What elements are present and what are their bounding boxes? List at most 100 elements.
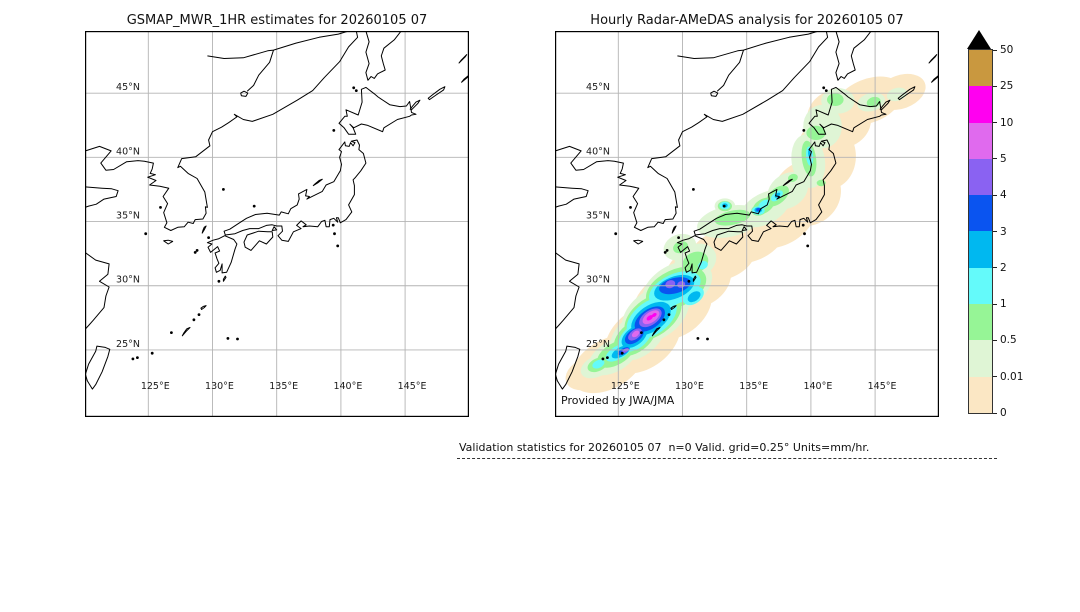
- colorbar-over-triangle: [967, 30, 991, 49]
- colorbar-stack: [968, 49, 993, 414]
- map-svg: 45°N 40°N 35°N 30°N 25°N 125°E 130°E 135°E 140°E…: [555, 31, 939, 417]
- island-dot: [144, 232, 148, 236]
- colorbar-tick-label: 0.5: [1000, 334, 1017, 347]
- island-dot: [696, 337, 700, 340]
- tick-labels: 45°N 40°N 35°N 30°N 25°N 125°E 130°E 135°E 140°E…: [116, 82, 426, 392]
- coastline: [555, 251, 580, 330]
- coastline: [207, 31, 349, 59]
- coastline: [246, 49, 274, 92]
- island-dot: [665, 249, 669, 252]
- island-dot: [803, 232, 806, 236]
- coastline: [206, 235, 238, 274]
- lat-tick-label: 30°N: [586, 275, 610, 286]
- island-dot: [252, 204, 256, 208]
- map-border: [555, 31, 939, 417]
- island-dot: [601, 357, 605, 361]
- lon-tick-label: 140°E: [333, 381, 362, 392]
- island-dot: [706, 337, 709, 341]
- lon-tick-label: 135°E: [269, 381, 298, 392]
- island-dot: [692, 188, 695, 191]
- colorbar-tick-label: 5: [1000, 152, 1007, 165]
- island-dot: [207, 236, 210, 240]
- coastline: [879, 99, 891, 111]
- precip-cell: [651, 312, 657, 318]
- colorbar-tick: [993, 49, 997, 51]
- graticule: [85, 31, 469, 417]
- precip-cell: [687, 291, 701, 303]
- island-dot: [136, 356, 139, 359]
- colorbar-segment: [969, 50, 992, 87]
- island-dot: [332, 129, 336, 132]
- lat-tick-label: 25°N: [116, 339, 140, 350]
- precip-cell: [665, 280, 676, 289]
- colorbar-segment: [969, 304, 992, 341]
- map-svg: 45°N 40°N 35°N 30°N 25°N 125°E 130°E 135°E 140°E…: [85, 31, 469, 417]
- coastline: [223, 139, 367, 242]
- colorbar-segment: [969, 86, 992, 123]
- coastline: [163, 239, 174, 245]
- colorbar-tick-label: 0.01: [1000, 370, 1024, 383]
- island-dot: [193, 251, 197, 254]
- coastline: [201, 225, 207, 234]
- precip-cell: [673, 241, 689, 254]
- validation-statistics-text: Validation statistics for 20260105 07 n=…: [459, 441, 870, 454]
- lat-tick-label: 30°N: [116, 275, 140, 286]
- precipitation-field: [565, 73, 926, 394]
- coastline: [240, 90, 249, 97]
- coastline: [716, 49, 744, 92]
- lat-tick-label: 40°N: [586, 146, 610, 157]
- island-dot: [217, 279, 221, 283]
- coastline: [555, 186, 589, 208]
- island-dot: [629, 206, 632, 209]
- lat-tick-label: 35°N: [116, 211, 140, 222]
- tick-labels: 45°N 40°N 35°N 30°N 25°N 125°E 130°E 135°E 140°E…: [586, 82, 896, 392]
- island-dot: [806, 244, 810, 248]
- lon-tick-label: 130°E: [675, 381, 704, 392]
- coastline: [181, 327, 191, 337]
- colorbar-tick-label: 1: [1000, 298, 1007, 311]
- right-map-title: Hourly Radar-AMeDAS analysis for 2026010…: [590, 13, 904, 28]
- colorbar-segment: [969, 340, 992, 377]
- colorbar-tick-label: 2: [1000, 261, 1007, 274]
- coastlines: [85, 31, 469, 390]
- coastline: [427, 86, 446, 101]
- coastline: [85, 186, 119, 208]
- colorbar-tick: [993, 231, 997, 232]
- colorbar-tick-label: 3: [1000, 225, 1007, 238]
- coastline: [458, 54, 468, 64]
- provider-note: Provided by JWA/JMA: [561, 394, 675, 407]
- island-dot: [722, 204, 726, 208]
- lat-tick-label: 45°N: [116, 82, 140, 93]
- coastline: [671, 225, 677, 234]
- colorbar-tick: [993, 376, 997, 378]
- precip-cell: [827, 93, 844, 106]
- coastline: [222, 275, 227, 282]
- island-dot: [352, 86, 356, 90]
- colorbar-tick: [993, 122, 997, 124]
- coastline: [271, 226, 278, 231]
- lat-tick-label: 40°N: [116, 146, 140, 157]
- island-dot: [822, 86, 826, 90]
- precip-cell: [677, 281, 686, 288]
- island-dot: [667, 313, 671, 316]
- lon-tick-label: 145°E: [398, 381, 427, 392]
- colorbar-tick: [993, 85, 997, 87]
- precip-cell: [592, 359, 605, 369]
- colorbar-tick-label: 10: [1000, 116, 1014, 129]
- island-dot: [614, 232, 618, 236]
- coastline: [555, 31, 829, 231]
- island-dot: [802, 129, 806, 132]
- lon-tick-label: 130°E: [205, 381, 234, 392]
- lat-tick-label: 25°N: [586, 339, 610, 350]
- island-dot: [331, 223, 335, 227]
- island-dot: [159, 206, 162, 209]
- island-dot: [170, 331, 173, 334]
- coastline: [928, 54, 938, 64]
- coastline: [555, 345, 581, 390]
- coastline: [200, 305, 207, 310]
- island-dot: [236, 337, 239, 341]
- coastline: [670, 305, 677, 310]
- colorbar-segment: [969, 158, 992, 196]
- coastline: [835, 31, 872, 81]
